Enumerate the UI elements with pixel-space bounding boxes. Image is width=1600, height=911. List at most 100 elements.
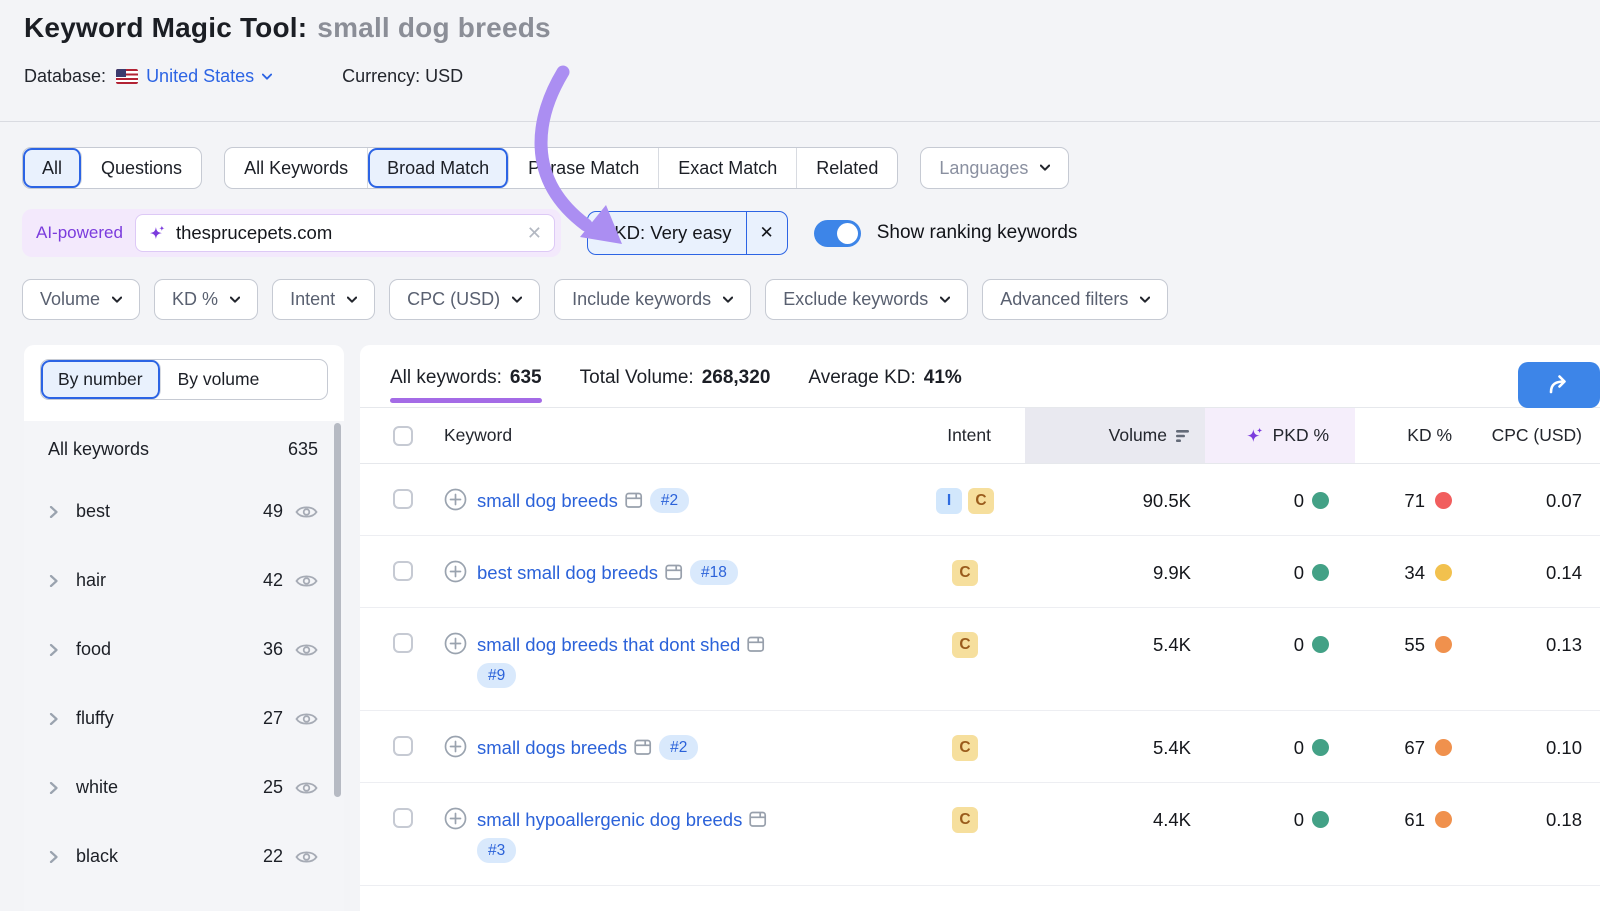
intent-badge-commercial[interactable]: C <box>968 488 994 514</box>
sidebar-sort-tabs: By number By volume <box>40 359 328 400</box>
kd-filter-dropdown[interactable]: KD % <box>154 279 259 320</box>
row-checkbox[interactable] <box>393 489 413 509</box>
tab-by-volume[interactable]: By volume <box>177 369 260 389</box>
intent-filter-dropdown[interactable]: Intent <box>272 279 376 320</box>
table-row: small dogs breeds #2 C 5.4K 0 67 0.10 <box>360 711 1600 783</box>
remove-pkd-filter-icon[interactable]: ✕ <box>745 212 787 254</box>
serp-preview-icon[interactable] <box>747 636 765 653</box>
row-checkbox[interactable] <box>393 561 413 581</box>
row-checkbox[interactable] <box>393 736 413 756</box>
eye-icon[interactable] <box>295 642 318 658</box>
advanced-filters-dropdown[interactable]: Advanced filters <box>982 279 1169 320</box>
group-item-food[interactable]: food 36 <box>24 615 344 684</box>
group-label: fluffy <box>76 708 114 728</box>
scope-tab-group: All Questions <box>22 147 203 189</box>
kd-value: 55 <box>1404 634 1425 655</box>
header-divider <box>0 121 1600 122</box>
intent-badge-informational[interactable]: I <box>936 488 962 514</box>
row-checkbox[interactable] <box>393 808 413 828</box>
show-ranking-keywords-toggle[interactable] <box>813 219 861 247</box>
languages-dropdown[interactable]: Languages <box>920 147 1070 189</box>
keyword-link[interactable]: small hypoallergenic dog breeds <box>477 809 743 830</box>
column-cpc[interactable]: CPC (USD) <box>1491 425 1582 445</box>
chevron-down-icon <box>230 296 241 303</box>
sidebar-scrollbar[interactable] <box>334 423 341 797</box>
tab-broad-match[interactable]: Broad Match <box>368 148 510 188</box>
ranking-position-badge[interactable]: #2 <box>659 735 699 760</box>
cpc-filter-dropdown[interactable]: CPC (USD) <box>389 279 541 320</box>
chevron-down-icon <box>1040 164 1051 171</box>
chevron-down-icon <box>262 73 273 80</box>
chevron-down-icon <box>347 296 358 303</box>
tab-all[interactable]: All <box>23 148 83 188</box>
keyword-link[interactable]: small dogs breeds <box>477 737 628 758</box>
column-kd[interactable]: KD % <box>1407 425 1452 445</box>
export-button[interactable] <box>1518 362 1600 408</box>
domain-input-value: thesprucepets.com <box>175 222 333 243</box>
column-pkd[interactable]: PKD % <box>1205 408 1355 463</box>
group-all-keywords[interactable]: All keywords 635 <box>24 421 344 477</box>
keyword-link[interactable]: best small dog breeds <box>477 562 658 583</box>
database-selector[interactable]: United States <box>146 66 273 87</box>
eye-icon[interactable] <box>295 849 318 865</box>
group-item-best[interactable]: best 49 <box>24 477 344 546</box>
volume-filter-dropdown[interactable]: Volume <box>22 279 141 320</box>
column-volume[interactable]: Volume <box>1025 408 1205 463</box>
clear-input-icon[interactable]: ✕ <box>526 222 542 243</box>
tab-exact-match[interactable]: Exact Match <box>659 148 798 188</box>
group-item-fluffy[interactable]: fluffy 27 <box>24 684 344 753</box>
tab-questions[interactable]: Questions <box>101 157 183 178</box>
cpc-value: 0.14 <box>1545 562 1582 583</box>
column-intent[interactable]: Intent <box>947 425 991 445</box>
eye-icon[interactable] <box>295 504 318 520</box>
eye-icon[interactable] <box>295 711 318 727</box>
table-row: small dog breeds that dont shed #9 C 5.4K… <box>360 608 1600 711</box>
volume-value: 4.4K <box>1152 809 1191 830</box>
currency-value: USD <box>425 66 464 86</box>
exclude-keywords-dropdown[interactable]: Exclude keywords <box>765 279 969 320</box>
intent-badge-commercial[interactable]: C <box>952 735 978 761</box>
kd-difficulty-dot <box>1435 564 1452 581</box>
add-to-list-icon[interactable] <box>444 488 467 511</box>
add-to-list-icon[interactable] <box>444 632 467 655</box>
group-item-hair[interactable]: hair 42 <box>24 546 344 615</box>
group-count: 635 <box>287 438 318 459</box>
ranking-position-badge[interactable]: #9 <box>477 663 517 688</box>
group-count: 42 <box>262 570 283 590</box>
group-item-white[interactable]: white 25 <box>24 753 344 822</box>
ranking-position-badge[interactable]: #2 <box>649 488 690 513</box>
group-item-black[interactable]: black 22 <box>24 822 344 891</box>
tab-by-number[interactable]: By number <box>41 360 161 399</box>
tab-related[interactable]: Related <box>816 157 879 178</box>
intent-badge-commercial[interactable]: C <box>952 560 978 586</box>
table-row: best small dog breeds #18 C 9.9K 0 34 0.1… <box>360 536 1600 608</box>
include-keywords-dropdown[interactable]: Include keywords <box>554 279 752 320</box>
database-label: Database: <box>24 66 107 86</box>
keyword-link[interactable]: small dog breeds that dont shed <box>477 634 741 655</box>
column-keyword[interactable]: Keyword <box>444 425 513 445</box>
tab-all-keywords[interactable]: All Keywords <box>225 148 369 188</box>
ranking-position-badge[interactable]: #18 <box>690 560 738 585</box>
intent-badge-commercial[interactable]: C <box>952 632 978 658</box>
domain-input[interactable]: thesprucepets.com ✕ <box>134 214 555 252</box>
pkd-value: 0 <box>1293 634 1304 655</box>
row-checkbox[interactable] <box>393 633 413 653</box>
serp-preview-icon[interactable] <box>749 811 767 828</box>
intent-badge-commercial[interactable]: C <box>952 807 978 833</box>
serp-preview-icon[interactable] <box>634 739 652 756</box>
database-value: United States <box>146 66 255 86</box>
pkd-difficulty-dot <box>1312 811 1329 828</box>
serp-preview-icon[interactable] <box>665 564 683 581</box>
select-all-checkbox[interactable] <box>393 425 413 446</box>
eye-icon[interactable] <box>295 780 318 796</box>
add-to-list-icon[interactable] <box>444 560 467 583</box>
sort-descending-icon <box>1176 429 1189 442</box>
ai-powered-filter: AI-powered thesprucepets.com ✕ <box>22 209 561 257</box>
tab-phrase-match[interactable]: Phrase Match <box>509 148 660 188</box>
serp-preview-icon[interactable] <box>625 492 643 509</box>
ranking-position-badge[interactable]: #3 <box>477 838 517 863</box>
add-to-list-icon[interactable] <box>444 735 467 758</box>
add-to-list-icon[interactable] <box>444 807 467 830</box>
keyword-link[interactable]: small dog breeds <box>477 490 618 511</box>
eye-icon[interactable] <box>295 573 318 589</box>
